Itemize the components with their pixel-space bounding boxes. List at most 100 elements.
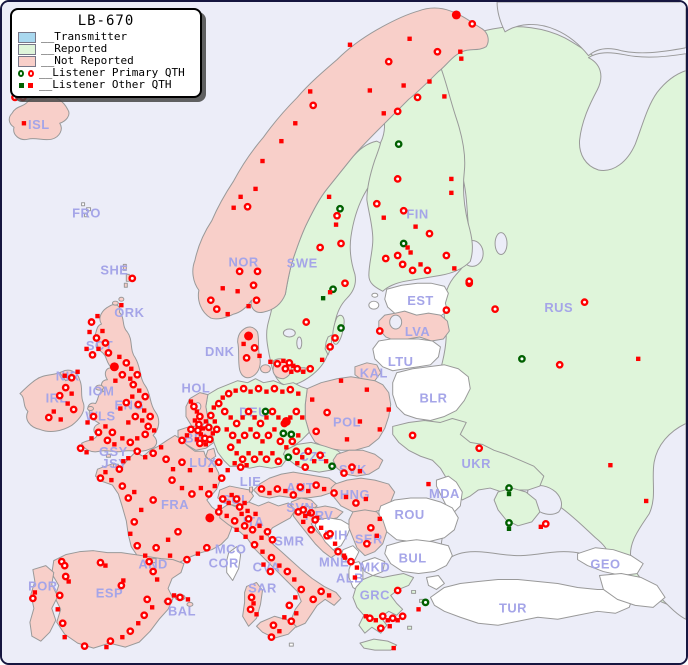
listener-other-dot — [276, 415, 281, 420]
listener-dots-layer — [11, 10, 649, 651]
listener-primary-dot-green — [261, 407, 270, 416]
listener-primary-dot — [92, 334, 101, 342]
listener-primary-dot — [103, 436, 112, 445]
listener-primary-dot-green — [337, 324, 345, 332]
listener-other-dot — [132, 489, 137, 495]
listener-cluster-dot — [244, 331, 254, 341]
listener-primary-dot — [408, 431, 417, 440]
listener-primary-dot — [178, 458, 186, 467]
listener-primary-dot — [146, 412, 155, 421]
listener-other-dot — [224, 513, 229, 519]
listener-other-dot — [381, 215, 386, 220]
listener-other-dot — [121, 459, 126, 464]
listener-primary-dot — [118, 482, 127, 490]
listener-other-dot — [58, 417, 63, 422]
listener-primary-dot — [87, 318, 96, 326]
listener-primary-dot — [149, 449, 158, 458]
listener-primary-dot — [330, 489, 338, 497]
listener-other-dot — [341, 553, 347, 558]
listener-primary-dot — [224, 389, 233, 398]
listener-other-dot — [261, 562, 266, 567]
country-denmark — [237, 326, 261, 379]
country-label-cor: COR — [209, 556, 239, 571]
country-label-dnk: DNK — [205, 344, 235, 359]
listener-other-dot — [283, 488, 288, 494]
listener-other-dot — [343, 494, 349, 500]
listener-other-dot — [203, 419, 209, 424]
listener-other-dot — [137, 388, 142, 393]
legend-item: __Reported — [18, 43, 194, 55]
listener-other-dot — [254, 612, 259, 617]
listener-primary-dot — [297, 585, 306, 594]
listener-primary-dot — [220, 407, 229, 416]
listener-primary-dot — [214, 458, 223, 467]
listener-other-dot — [401, 83, 406, 88]
listener-primary-dot — [134, 400, 143, 409]
country-label-she: SHE — [100, 262, 128, 277]
legend-swatch-box — [18, 55, 36, 67]
country-label-tur: TUR — [499, 600, 527, 615]
listener-primary-dot — [442, 251, 451, 260]
listener-primary-dot — [235, 267, 244, 276]
country-ukraine — [392, 417, 545, 501]
listener-other-dot — [185, 597, 191, 602]
listener-other-dot — [225, 311, 230, 317]
listener-other-dot — [260, 439, 265, 444]
country-label-grc: GRC — [360, 587, 390, 602]
listener-primary-dot — [244, 407, 253, 416]
listener-other-dot — [170, 466, 176, 472]
listener-primary-dot — [106, 637, 115, 646]
listener-primary-dot — [270, 384, 279, 393]
listener-primary-dot — [273, 485, 282, 493]
listener-other-dot — [386, 407, 391, 412]
listener-primary-dot — [108, 428, 117, 437]
listener-primary-dot — [376, 624, 385, 633]
country-label-isl: ISL — [28, 117, 50, 132]
listener-primary-dot — [398, 612, 407, 621]
listener-primary-dot — [292, 447, 301, 456]
island-shetland-1 — [122, 263, 127, 271]
listener-other-dot — [232, 461, 237, 466]
listener-other-dot — [220, 395, 225, 400]
listener-primary-dot — [226, 443, 235, 452]
listener-other-dot — [212, 419, 217, 424]
listener-primary-dot — [252, 431, 261, 440]
listener-other-dot — [231, 205, 236, 210]
listener-primary-dot — [230, 516, 239, 525]
listener-primary-dot — [61, 383, 70, 392]
listener-other-dot — [306, 488, 311, 494]
listener-primary-dot — [393, 107, 402, 116]
country-belarus — [392, 364, 471, 421]
listener-primary-dot — [232, 419, 241, 428]
listener-primary-dot-green — [287, 430, 296, 439]
lake-onega — [494, 232, 508, 255]
country-label-rus: RUS — [544, 300, 573, 315]
listener-primary-dot — [76, 444, 85, 453]
listener-primary-dot — [334, 547, 342, 556]
listener-primary-dot — [333, 211, 341, 220]
listener-other-dot — [442, 94, 447, 99]
listener-primary-dot — [149, 567, 158, 576]
listener-other-dot — [252, 415, 257, 420]
listener-primary-dot — [337, 239, 345, 248]
listener-other-dot — [142, 408, 147, 413]
barents-sea — [496, 2, 686, 57]
region-kaliningrad — [354, 362, 382, 382]
listener-other-dot — [154, 577, 160, 582]
listener-primary-dot — [243, 202, 252, 211]
listener-other-dot — [253, 186, 258, 192]
listener-primary-dot — [195, 412, 204, 421]
listener-other-dot — [288, 415, 293, 420]
country-label-lie: LIE — [240, 474, 262, 489]
listener-primary-dot-green — [505, 518, 513, 527]
country-labels-layer: ISLFROSHEORKSCTNIRIRLIOMENGWLSGSYJSYNORS… — [28, 117, 620, 618]
country-label-ork: ORK — [114, 305, 144, 320]
listener-other-dot — [449, 176, 454, 182]
listener-primary-dot — [302, 318, 311, 326]
listener-primary-dot — [204, 423, 213, 432]
listener-primary-dot — [94, 428, 103, 437]
listener-cluster-dot — [451, 10, 461, 20]
country-label-nor: NOR — [229, 254, 259, 269]
listener-other-dot — [326, 593, 332, 598]
listener-cluster-dot — [205, 513, 215, 523]
